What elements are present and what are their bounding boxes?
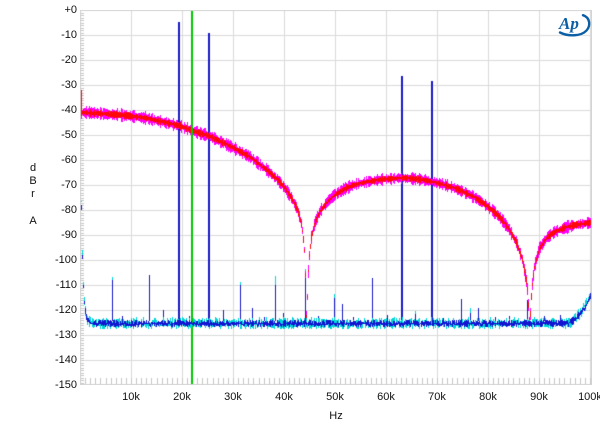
audio-precision-logo: Ap — [555, 11, 593, 37]
x-axis-tick-label: 80k — [479, 391, 497, 403]
x-axis-tick-label: 100k — [578, 391, 600, 403]
ap-logo-swoosh — [558, 14, 591, 37]
x-axis-tick-label: 10k — [122, 391, 140, 403]
y-axis-unit-label: d B r — [26, 162, 40, 201]
y-axis-tick-label: -110 — [55, 279, 77, 291]
y-axis-tick-label: -100 — [54, 254, 77, 266]
y-axis-tick-label: -80 — [61, 204, 77, 216]
y-axis-tick-label: -40 — [61, 104, 77, 116]
ap-logo-text: Ap — [558, 14, 579, 33]
y-axis-unit-letter: d — [29, 162, 37, 174]
y-axis-weighting-label: A — [29, 215, 37, 227]
y-axis-tick-label: -20 — [61, 54, 77, 66]
y-axis-unit-letter: B — [29, 175, 37, 187]
y-axis-tick-label: +0 — [64, 4, 77, 16]
y-axis-tick-label: -140 — [54, 354, 77, 366]
y-axis-tick-label: -50 — [61, 129, 77, 141]
y-axis-tick-label: -150 — [54, 379, 77, 391]
x-axis-tick-label: 30k — [224, 391, 242, 403]
x-axis-tick-label: 50k — [326, 391, 344, 403]
y-axis-tick-label: -130 — [54, 329, 77, 341]
y-axis-tick-label: -60 — [61, 154, 77, 166]
x-axis-tick-label: 90k — [530, 391, 548, 403]
y-axis-tick-label: -70 — [61, 179, 77, 191]
spectrum-plot-canvas[interactable] — [80, 10, 592, 385]
y-axis-tick-label: -30 — [61, 79, 77, 91]
y-axis-unit-letter: r — [31, 188, 35, 200]
x-axis-tick-label: 40k — [275, 391, 293, 403]
x-axis-tick-label: 60k — [377, 391, 395, 403]
y-axis-tick-label: -120 — [54, 304, 77, 316]
x-axis-unit-label: Hz — [329, 410, 343, 422]
y-axis-tick-label: -90 — [61, 229, 77, 241]
y-axis-tick-label: -10 — [61, 29, 77, 41]
x-axis-tick-label: 70k — [428, 391, 446, 403]
x-axis-tick-label: 20k — [173, 391, 191, 403]
